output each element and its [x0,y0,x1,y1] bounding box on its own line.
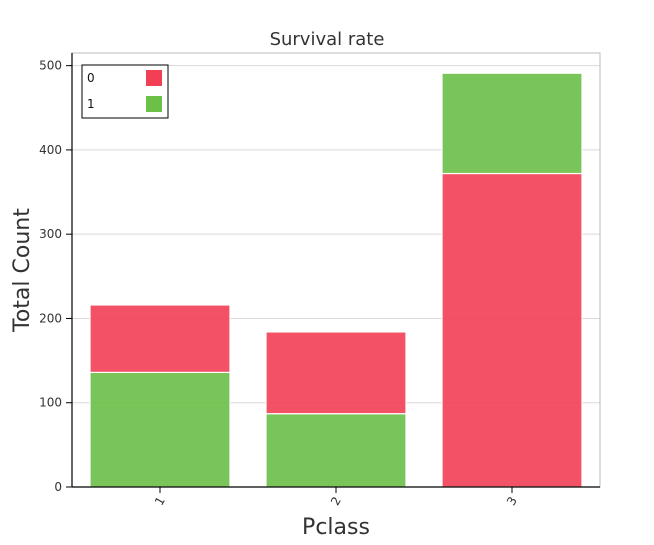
y-tick-label: 200 [39,311,62,325]
y-tick-label: 0 [54,480,62,494]
x-tick-label: 2 [328,494,344,508]
bar-class-1-survived-1 [89,371,231,488]
x-tick-label: 3 [504,494,520,508]
bar-class-3-survived-1 [441,72,583,175]
y-tick-label: 500 [39,59,62,73]
legend-swatch [146,70,162,86]
legend-label: 0 [87,71,95,85]
bar-class-3-survived-0 [441,172,583,488]
bars [89,72,583,488]
chart-title: Survival rate [270,29,385,50]
x-tick-label: 1 [152,494,168,508]
y-axis-title: Total Count [10,208,35,333]
x-axis-title: Pclass [302,515,370,540]
legend: 01 [81,64,169,119]
legend-label: 1 [87,97,95,111]
y-tick-label: 400 [39,143,62,157]
y-tick-label: 300 [39,227,62,241]
bar-class-2-survived-0 [265,331,407,415]
legend-swatch [146,96,162,112]
bar-class-2-survived-1 [265,413,407,488]
legend-entries: 01 [87,70,162,112]
bar-class-1-survived-0 [89,304,231,373]
y-tick-label: 100 [39,396,62,410]
